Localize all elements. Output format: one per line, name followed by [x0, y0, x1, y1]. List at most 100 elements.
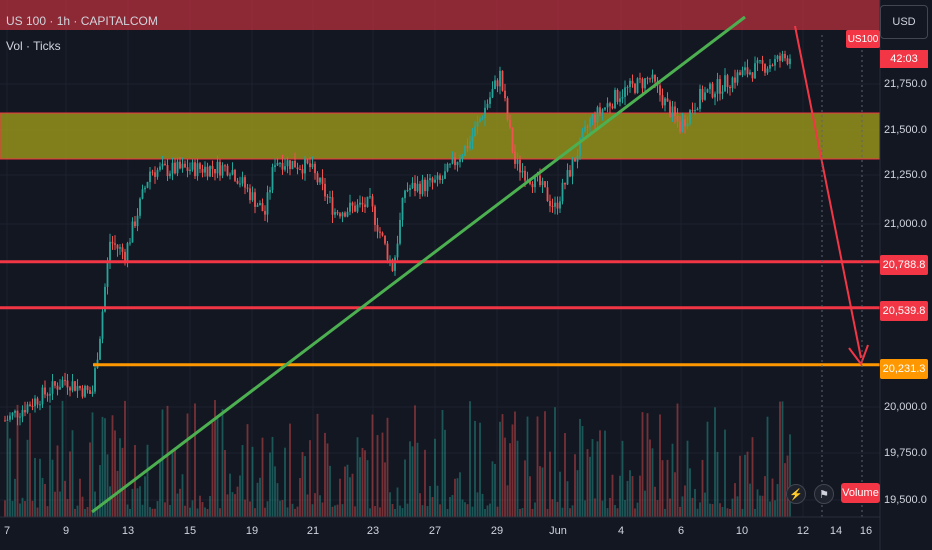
volume-bar [596, 441, 599, 517]
candle-body [286, 160, 289, 167]
candle-body [214, 169, 216, 174]
volume-bar [364, 450, 366, 517]
volume-button[interactable]: Volume [841, 483, 880, 503]
volume-bar [611, 474, 614, 517]
volume-bar [376, 435, 379, 517]
volume-bar [91, 412, 94, 517]
volume-bar [549, 451, 551, 517]
candle-body [359, 202, 361, 205]
candle-body [694, 110, 696, 112]
volume-bar [144, 476, 146, 517]
candle-body [69, 387, 71, 391]
volume-bar [754, 508, 756, 517]
currency-button[interactable]: USD [880, 5, 928, 39]
candle-body [521, 170, 524, 173]
volume-bar [411, 446, 414, 517]
volume-bar [84, 508, 86, 517]
volume-bar [201, 502, 204, 517]
volume-bar [196, 508, 199, 517]
indicator-label[interactable]: Vol · Ticks [6, 39, 61, 53]
volume-bar [121, 447, 124, 517]
candle-body [49, 393, 51, 396]
candle-body [659, 85, 661, 96]
candle-body [634, 83, 636, 93]
candle-body [661, 95, 664, 106]
volume-bar [496, 506, 499, 517]
candle-body [269, 189, 271, 193]
candle-body [86, 385, 89, 391]
candle-body [266, 192, 269, 215]
countdown-tag: 42:03 [880, 50, 928, 68]
candle-body [701, 88, 704, 100]
volume-bar [589, 456, 591, 517]
candle-body [376, 224, 379, 232]
candle-body [24, 409, 26, 413]
lightning-icon[interactable]: ⚡ [786, 484, 806, 504]
candle-body [56, 385, 59, 390]
volume-bar [111, 415, 114, 517]
volume-bar [486, 505, 489, 517]
candle-body [586, 126, 589, 128]
volume-bar [414, 405, 416, 517]
candle-body [789, 58, 791, 65]
candle-body [184, 163, 186, 168]
flag-icon[interactable]: ⚑ [814, 484, 834, 504]
candle-body [141, 189, 144, 199]
volume-bar [559, 471, 561, 517]
volume-bar [759, 495, 761, 517]
volume-bar [529, 476, 531, 517]
candles [4, 50, 791, 426]
volume-bar [204, 507, 206, 517]
candle-body [434, 179, 436, 183]
volume-bar [106, 454, 109, 517]
candle-body [416, 183, 419, 192]
volume-bar [784, 463, 786, 517]
volume-bar [606, 508, 609, 517]
volume-bar [361, 447, 364, 517]
volume-bars [4, 400, 791, 517]
volume-bar [96, 508, 99, 517]
volume-bar [351, 473, 354, 517]
candle-body [471, 136, 474, 142]
volume-bar [276, 483, 279, 517]
candle-body [566, 170, 569, 185]
volume-bar [6, 421, 9, 517]
volume-bar [279, 500, 281, 517]
volume-bar [684, 485, 686, 517]
volume-bar [136, 488, 139, 517]
volume-bar [179, 488, 181, 517]
y-tick: 21,000.0 [884, 218, 927, 230]
chart-title[interactable]: US 100 · 1h · CAPITALCOM [6, 14, 158, 28]
candle-body [484, 107, 486, 119]
x-tick: 23 [366, 525, 380, 537]
volume-bar [194, 403, 196, 517]
candle-body [436, 175, 439, 180]
volume-bar [634, 508, 636, 517]
candle-body [689, 110, 691, 124]
volume-bar [176, 493, 179, 517]
volume-bar [291, 503, 294, 517]
volume-bar [466, 504, 469, 517]
volume-bar [574, 454, 576, 517]
volume-bar [614, 505, 616, 517]
volume-bar [21, 497, 24, 517]
candle-body [516, 159, 519, 164]
trend-line[interactable] [91, 15, 746, 514]
volume-bar [721, 506, 724, 517]
volume-bar [4, 500, 6, 517]
projection-arrow[interactable] [794, 25, 862, 359]
candle-body [116, 244, 119, 249]
candle-body [71, 381, 74, 391]
volume-bar [534, 502, 536, 517]
volume-bar [421, 505, 424, 517]
candle-body [384, 235, 386, 244]
candle-body [239, 183, 241, 185]
volume-bar [424, 449, 426, 517]
volume-bar [544, 411, 546, 517]
candle-body [481, 118, 484, 120]
x-tick: 6 [677, 525, 685, 537]
candle-body [614, 90, 616, 109]
volume-bar [99, 465, 101, 517]
volume-bar [126, 504, 129, 517]
